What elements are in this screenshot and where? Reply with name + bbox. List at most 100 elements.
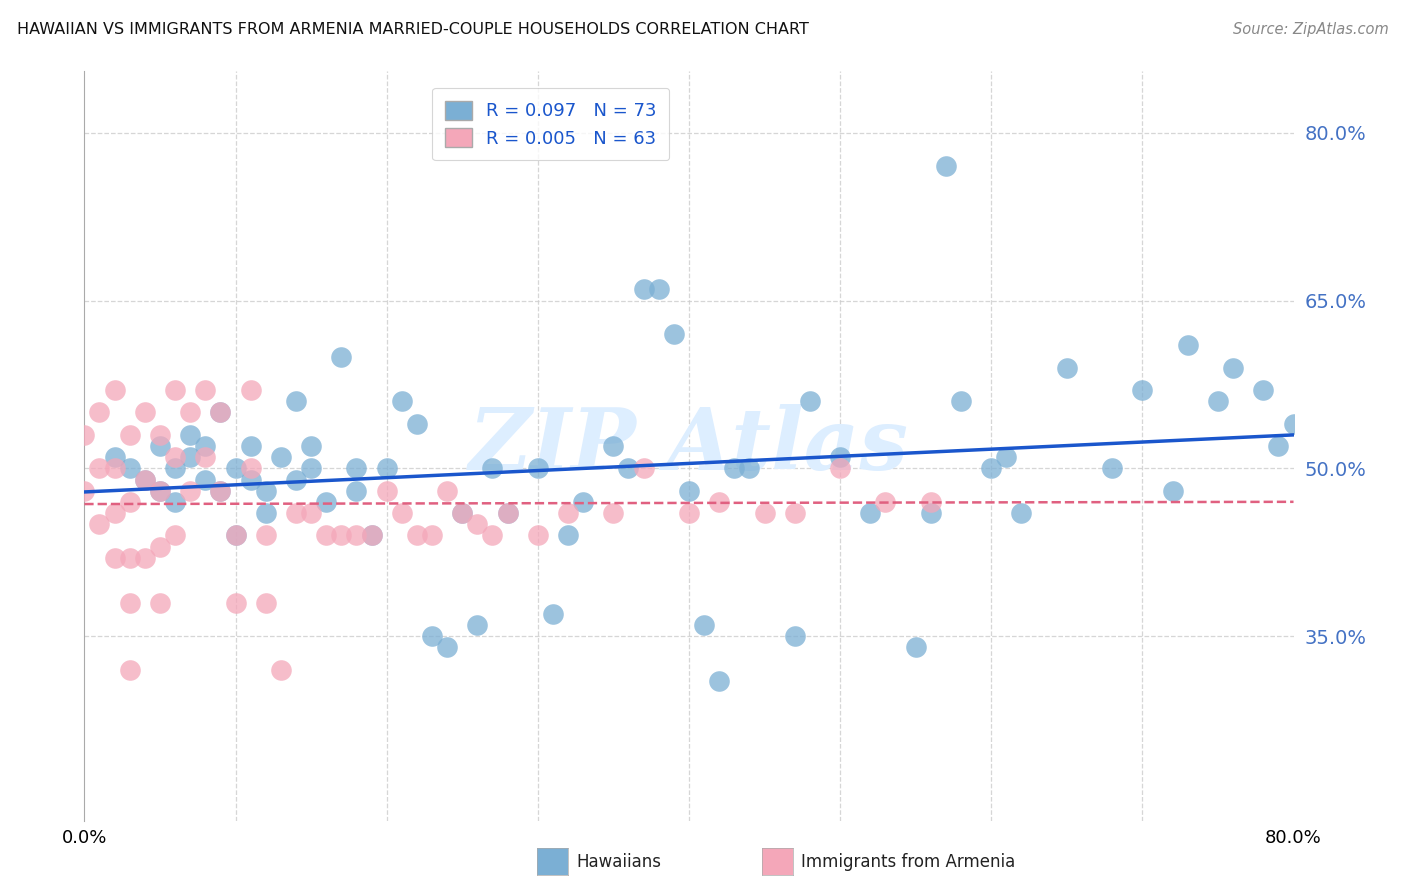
Point	[980, 461, 1002, 475]
Point	[254, 528, 277, 542]
Point	[149, 540, 172, 554]
Point	[89, 405, 111, 419]
Point	[1101, 461, 1123, 475]
Point	[346, 528, 368, 542]
Point	[920, 495, 942, 509]
Point	[1056, 360, 1078, 375]
Point	[950, 394, 973, 409]
Text: Source: ZipAtlas.com: Source: ZipAtlas.com	[1233, 22, 1389, 37]
Point	[375, 461, 398, 475]
Legend: R = 0.097   N = 73, R = 0.005   N = 63: R = 0.097 N = 73, R = 0.005 N = 63	[432, 88, 669, 161]
Point	[165, 461, 187, 475]
Point	[436, 483, 458, 498]
Point	[315, 528, 337, 542]
Point	[134, 405, 156, 419]
Point	[1222, 360, 1244, 375]
Point	[360, 528, 382, 542]
Point	[149, 427, 172, 442]
Point	[783, 506, 806, 520]
Point	[118, 495, 141, 509]
Point	[738, 461, 761, 475]
Point	[391, 506, 413, 520]
Point	[118, 663, 141, 677]
Point	[194, 439, 217, 453]
Point	[209, 405, 232, 419]
Point	[209, 483, 232, 498]
Point	[633, 282, 655, 296]
Point	[104, 461, 127, 475]
Point	[709, 673, 731, 688]
Text: Immigrants from Armenia: Immigrants from Armenia	[801, 853, 1015, 871]
Point	[496, 506, 519, 520]
Point	[270, 450, 292, 465]
Point	[270, 663, 292, 677]
Point	[299, 506, 322, 520]
Point	[118, 596, 141, 610]
Point	[285, 473, 308, 487]
Point	[1206, 394, 1229, 409]
Point	[420, 528, 443, 542]
Point	[209, 405, 232, 419]
Point	[783, 629, 806, 643]
Point	[995, 450, 1018, 465]
Point	[496, 506, 519, 520]
Point	[179, 427, 201, 442]
Point	[436, 640, 458, 655]
Point	[1177, 338, 1199, 352]
Point	[285, 394, 308, 409]
Point	[830, 450, 852, 465]
Point	[239, 461, 262, 475]
Point	[467, 517, 489, 532]
Point	[360, 528, 382, 542]
Point	[165, 495, 187, 509]
Point	[73, 483, 96, 498]
Point	[1161, 483, 1184, 498]
Point	[225, 596, 247, 610]
Point	[723, 461, 745, 475]
Point	[239, 383, 262, 397]
Point	[209, 483, 232, 498]
Point	[194, 383, 217, 397]
Point	[467, 618, 489, 632]
Point	[239, 439, 262, 453]
Point	[678, 506, 700, 520]
Point	[315, 495, 337, 509]
Text: HAWAIIAN VS IMMIGRANTS FROM ARMENIA MARRIED-COUPLE HOUSEHOLDS CORRELATION CHART: HAWAIIAN VS IMMIGRANTS FROM ARMENIA MARR…	[17, 22, 808, 37]
Point	[225, 528, 247, 542]
Point	[693, 618, 716, 632]
Point	[89, 461, 111, 475]
Point	[875, 495, 897, 509]
Point	[299, 461, 322, 475]
Point	[149, 483, 172, 498]
Point	[1267, 439, 1289, 453]
Point	[527, 528, 550, 542]
Point	[134, 473, 156, 487]
Point	[254, 483, 277, 498]
Point	[557, 506, 579, 520]
Point	[527, 461, 550, 475]
Point	[541, 607, 564, 621]
Point	[662, 327, 685, 342]
Point	[754, 506, 776, 520]
Point	[104, 383, 127, 397]
Point	[617, 461, 640, 475]
Point	[165, 450, 187, 465]
Point	[194, 473, 217, 487]
Point	[830, 461, 852, 475]
Point	[239, 473, 262, 487]
Point	[1011, 506, 1033, 520]
Point	[225, 461, 247, 475]
Point	[557, 528, 579, 542]
Point	[104, 506, 127, 520]
Point	[648, 282, 671, 296]
Text: Hawaiians: Hawaiians	[576, 853, 661, 871]
Point	[859, 506, 882, 520]
Point	[118, 427, 141, 442]
Point	[1253, 383, 1275, 397]
Point	[406, 417, 429, 431]
Point	[225, 528, 247, 542]
Point	[481, 461, 503, 475]
Point	[73, 427, 96, 442]
Point	[904, 640, 927, 655]
Point	[330, 528, 353, 542]
